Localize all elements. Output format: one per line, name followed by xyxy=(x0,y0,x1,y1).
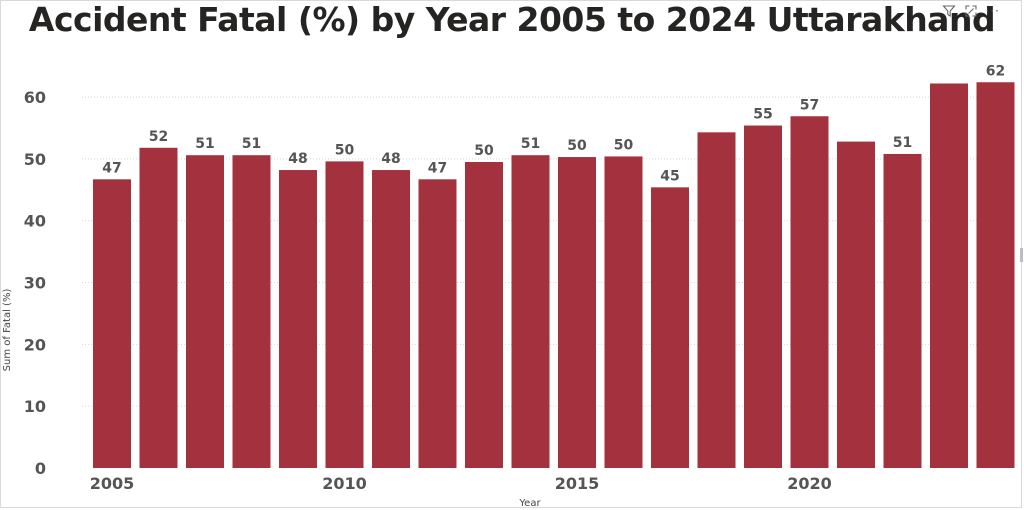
x-axis-title: Year xyxy=(518,498,541,509)
x-tick-label: 2015 xyxy=(555,474,600,493)
data-label-2011: 48 xyxy=(381,151,400,167)
data-label-2019: 55 xyxy=(753,107,772,123)
bar-2009 xyxy=(279,170,317,468)
filter-icon[interactable] xyxy=(941,4,956,18)
y-tick-label: 20 xyxy=(24,335,46,354)
bars xyxy=(93,82,1015,469)
visual-header-toolbar: ··· xyxy=(941,2,1000,20)
bar-2010 xyxy=(325,161,364,468)
chart-title: Accident Fatal (%) by Year 2005 to 2024 … xyxy=(28,0,996,39)
data-label-2005: 47 xyxy=(102,160,121,176)
bar-2011 xyxy=(372,170,410,468)
bar-2015 xyxy=(558,157,596,468)
bar-2005 xyxy=(93,179,131,469)
data-label-2015: 50 xyxy=(567,138,587,154)
bar-2006 xyxy=(139,147,178,469)
bar-2008 xyxy=(232,155,271,468)
bar-2014 xyxy=(511,155,550,468)
x-tick-label: 2005 xyxy=(90,474,135,493)
bar-2024 xyxy=(976,82,1015,468)
y-tick-label: 50 xyxy=(24,150,46,169)
data-label-2020: 57 xyxy=(800,97,819,113)
focus-mode-icon[interactable] xyxy=(964,4,978,18)
bar-2013 xyxy=(465,162,503,468)
bar-2017 xyxy=(651,187,689,468)
y-tick-label: 60 xyxy=(24,88,46,107)
data-labels: 47 52 51 51 48 50 48 47 50 51 50 50 45 55 57 51 62 xyxy=(102,63,1005,184)
y-axis-title: Sum of Fatal (%) xyxy=(2,289,13,372)
bar-2023 xyxy=(930,83,968,468)
data-label-2013: 50 xyxy=(474,143,494,159)
bar-2012 xyxy=(418,179,457,469)
x-axis: 2005 2010 2015 2020 xyxy=(90,474,832,493)
x-tick-label: 2020 xyxy=(787,474,832,493)
data-label-2012: 47 xyxy=(428,160,447,176)
x-tick-label: 2010 xyxy=(322,474,367,493)
data-label-2014: 51 xyxy=(521,136,540,152)
data-label-2006: 52 xyxy=(149,129,168,145)
bar-2007 xyxy=(186,155,224,468)
bar-2019 xyxy=(744,125,782,468)
more-options-icon[interactable]: ··· xyxy=(985,4,1000,18)
y-tick-label: 0 xyxy=(35,459,46,478)
y-tick-label: 10 xyxy=(24,397,46,416)
y-axis: 0 10 20 30 40 50 60 xyxy=(24,88,46,478)
bar-2020 xyxy=(790,116,829,468)
data-label-2007: 51 xyxy=(195,136,214,152)
data-label-2008: 51 xyxy=(242,136,261,152)
resize-handle-right[interactable] xyxy=(1020,248,1023,262)
data-label-2024: 62 xyxy=(986,63,1005,79)
data-label-2010: 50 xyxy=(335,142,355,158)
data-label-2022: 51 xyxy=(893,135,912,151)
y-tick-label: 40 xyxy=(24,212,46,231)
data-label-2009: 48 xyxy=(288,151,307,167)
bar-2022 xyxy=(883,153,922,469)
data-label-2017: 45 xyxy=(660,168,679,184)
bar-2021 xyxy=(837,141,875,468)
bar-2018 xyxy=(697,132,736,468)
data-label-2016: 50 xyxy=(614,137,634,153)
y-tick-label: 30 xyxy=(24,274,46,293)
bar-2016 xyxy=(604,156,643,468)
